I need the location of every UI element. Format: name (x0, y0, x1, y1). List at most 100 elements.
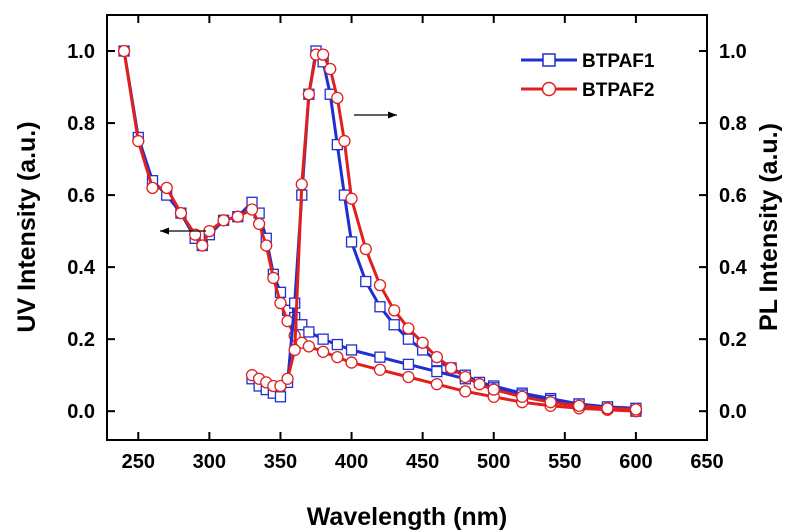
data-point (388, 304, 401, 317)
data-point (267, 271, 280, 285)
data-point (295, 178, 308, 191)
arrow-right-pl (354, 111, 397, 119)
data-point (459, 370, 472, 384)
y-tick-label-left: 0.0 (67, 401, 95, 423)
data-point (252, 217, 266, 231)
data-point (274, 296, 287, 310)
y-axis-label-left: UV Intensity (a.u.) (13, 121, 41, 332)
data-point (629, 403, 643, 416)
plot-frame (106, 14, 708, 441)
x-tick-label: 400 (335, 451, 368, 473)
data-point (431, 365, 443, 378)
series-btpaf2-pl (245, 48, 643, 416)
data-point (146, 181, 159, 195)
data-point (345, 344, 358, 356)
data-point (174, 206, 188, 220)
data-point (289, 297, 301, 309)
data-point (487, 383, 500, 396)
legend: BTPAF1 BTPAF2 (521, 51, 655, 101)
data-point (245, 203, 259, 216)
data-point (288, 343, 301, 357)
y-axis-label-right: PL Intensity (a.u.) (755, 123, 783, 331)
data-point (601, 402, 614, 415)
x-axis-label: Wavelength (nm) (307, 503, 507, 531)
x-tick-label: 250 (122, 451, 155, 473)
data-point (274, 391, 287, 403)
data-point (402, 322, 415, 335)
data-point (303, 326, 315, 338)
series-line (251, 53, 636, 411)
data-point (331, 91, 344, 104)
arrow-head (388, 111, 397, 119)
arrows (160, 111, 397, 235)
data-point (430, 351, 444, 364)
legend-marker (542, 53, 556, 67)
data-point (274, 379, 287, 393)
y-tick-label-right: 1.0 (719, 41, 747, 63)
legend-marker (541, 81, 557, 97)
x-tick-label: 650 (690, 451, 723, 473)
x-tick-label: 500 (477, 451, 510, 473)
data-point (260, 239, 273, 252)
data-point (374, 351, 386, 363)
data-point (360, 275, 372, 288)
y-tick-label-right: 0.0 (719, 401, 747, 423)
ticks: 250 300 350 400 450 500 550 600 650 0.0 0.0 0.2 0.2 0… (67, 15, 748, 473)
data-point (473, 378, 486, 391)
series-btpaf1-pl (246, 45, 642, 414)
data-point (231, 210, 244, 223)
data-point (331, 338, 343, 351)
data-point (402, 333, 415, 345)
data-point (338, 134, 351, 148)
data-point (430, 378, 444, 391)
data-point (459, 385, 472, 398)
data-point (373, 278, 387, 292)
legend-item-btpaf2: BTPAF2 (521, 80, 654, 101)
data-point (544, 396, 557, 409)
data-point (324, 62, 337, 76)
data-point (345, 192, 358, 205)
data-point (345, 236, 358, 248)
y-tick-label-right: 0.8 (719, 113, 747, 135)
y-tick-label-right: 0.4 (719, 257, 748, 279)
data-point (196, 239, 209, 252)
data-point (189, 228, 202, 241)
data-point (281, 372, 294, 385)
y-tick-label-left: 0.2 (67, 329, 95, 351)
legend-label: BTPAF2 (582, 80, 654, 101)
data-point (302, 88, 316, 101)
x-tick-label: 600 (619, 451, 652, 473)
data-point (516, 390, 529, 403)
data-point (132, 134, 145, 148)
data-point (117, 44, 131, 58)
data-point (359, 242, 372, 256)
arrow-head (160, 227, 169, 235)
data-point (317, 333, 329, 345)
data-point (388, 319, 400, 331)
y-tick-label-left: 0.8 (67, 113, 95, 135)
y-tick-label-left: 0.4 (67, 257, 96, 279)
x-tick-label: 300 (193, 451, 226, 473)
data-point (572, 399, 586, 412)
data-point (402, 358, 415, 371)
x-tick-label: 550 (548, 451, 581, 473)
data-point (402, 370, 415, 384)
x-tick-label: 350 (264, 451, 297, 473)
legend-label: BTPAF1 (582, 51, 655, 72)
y-tick-label-left: 0.6 (67, 185, 95, 207)
data-point (416, 336, 429, 349)
data-point (345, 356, 358, 369)
data-point (302, 340, 316, 353)
series-layer (117, 44, 643, 418)
data-point (374, 301, 386, 313)
data-point (160, 181, 173, 195)
x-tick-label: 450 (406, 451, 439, 473)
y-tick-label-left: 1.0 (67, 41, 95, 63)
arrow-left-uv (160, 227, 206, 235)
data-point (444, 361, 458, 375)
data-point (373, 363, 387, 376)
y-tick-label-right: 0.6 (719, 185, 747, 207)
data-point (217, 214, 230, 227)
data-point (316, 345, 330, 358)
